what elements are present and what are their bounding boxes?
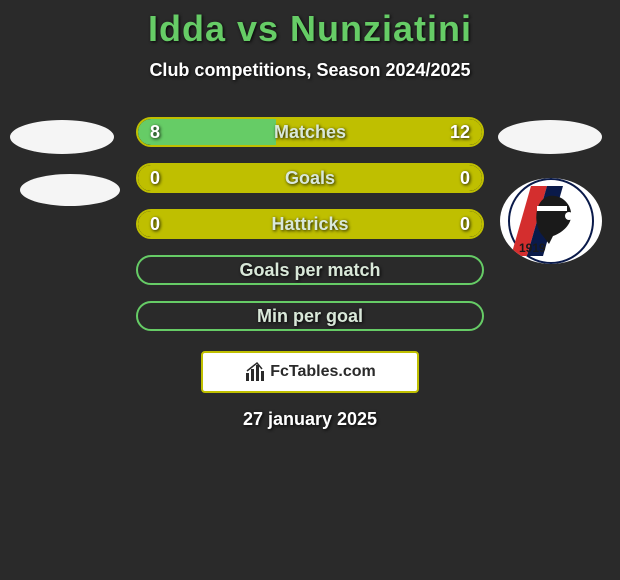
row-goals: 0 Goals 0 — [0, 155, 620, 201]
row-label: Goals — [138, 168, 482, 189]
bar-chart-icon — [244, 361, 266, 383]
brand-card[interactable]: FcTables.com — [201, 351, 419, 393]
row-goals-per-match: Goals per match — [0, 247, 620, 293]
subtitle: Club competitions, Season 2024/2025 — [0, 60, 620, 81]
row-right-value: 0 — [460, 168, 470, 189]
row-label: Goals per match — [138, 260, 482, 281]
date-label: 27 january 2025 — [0, 409, 620, 430]
page-title: Idda vs Nunziatini — [0, 0, 620, 50]
row-right-value: 0 — [460, 214, 470, 235]
row-label: Hattricks — [138, 214, 482, 235]
row-matches: 8 Matches 12 — [0, 109, 620, 155]
row-min-per-goal: Min per goal — [0, 293, 620, 339]
brand-text: FcTables.com — [270, 363, 376, 381]
row-label: Matches — [138, 122, 482, 143]
row-label: Min per goal — [138, 306, 482, 327]
row-right-value: 12 — [450, 122, 470, 143]
row-hattricks: 0 Hattricks 0 — [0, 201, 620, 247]
comparison-rows: 8 Matches 12 0 Goals 0 0 Hattricks 0 Goa… — [0, 109, 620, 339]
